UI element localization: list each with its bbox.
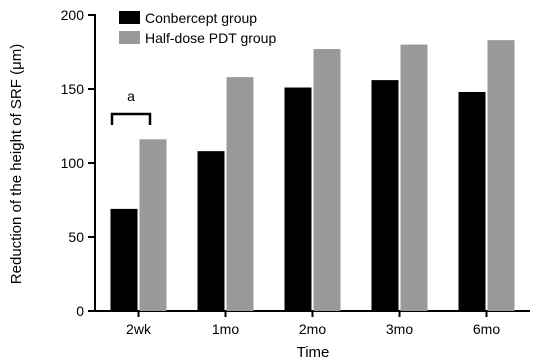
bar-conbercept-2wk xyxy=(110,208,138,311)
y-axis-title: Reduction of the height of SRF (μm) xyxy=(8,44,25,284)
x-tick-label: 2mo xyxy=(299,321,326,337)
x-axis-title: Time xyxy=(297,344,330,361)
bar-conbercept-1mo xyxy=(197,151,225,311)
x-axis-ticks: 2wk 1mo 2mo 3mo 6mo xyxy=(126,311,500,337)
bar-conbercept-6mo xyxy=(458,91,486,312)
significance-bracket xyxy=(110,112,152,125)
y-tick-label: 0 xyxy=(76,303,84,319)
legend-label-conbercept: Conbercept group xyxy=(145,10,257,26)
bar-half-dose-pdt-2mo xyxy=(313,49,341,311)
significance-label: a xyxy=(127,88,135,104)
bar-half-dose-pdt-6mo xyxy=(487,40,515,311)
y-tick-label: 200 xyxy=(61,7,85,23)
y-tick-label: 150 xyxy=(61,81,85,97)
bar-half-dose-pdt-3mo xyxy=(400,44,428,311)
bar-half-dose-pdt-2wk xyxy=(139,139,167,311)
legend-swatch-half-dose-pdt xyxy=(119,31,140,44)
legend-swatch-conbercept xyxy=(119,11,140,24)
bar-half-dose-pdt-1mo xyxy=(226,77,254,311)
bar-conbercept-3mo xyxy=(371,80,399,312)
x-tick-label: 6mo xyxy=(473,321,500,337)
y-tick-label: 50 xyxy=(68,229,84,245)
y-axis-ticks: 0 50 100 150 200 xyxy=(61,7,95,319)
x-tick-label: 2wk xyxy=(126,321,152,337)
legend: Conbercept group Half-dose PDT group xyxy=(119,10,276,46)
x-tick-label: 1mo xyxy=(212,321,239,337)
y-tick-label: 100 xyxy=(61,155,85,171)
legend-label-half-dose-pdt: Half-dose PDT group xyxy=(145,30,276,46)
bar-conbercept-2mo xyxy=(284,87,312,312)
x-tick-label: 3mo xyxy=(386,321,413,337)
bar-series xyxy=(110,40,515,312)
